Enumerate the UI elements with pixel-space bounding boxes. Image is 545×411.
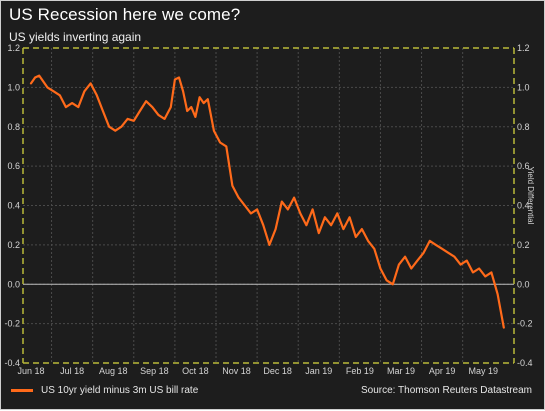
y-tick-label-left: 1.2 [7,43,20,53]
y-tick-label-right: 1.2 [517,43,530,53]
y-tick-label-left: -0.4 [4,358,20,368]
y-tick-label-left: 0.6 [7,161,20,171]
axes [22,47,515,364]
y-tick-label-right: 0.2 [517,240,530,250]
series-layer [29,74,505,329]
y-tick-label-left: 0.8 [7,122,20,132]
chart-title: US Recession here we come? [9,5,241,24]
y-tick-label-right: 0.6 [517,161,530,171]
y-axis-title: Yield Differential [526,167,535,225]
x-tick-label: Dec 18 [263,366,292,376]
y-tick-label-left: 0.4 [7,201,20,211]
y-tick-label-left: -0.2 [4,319,20,329]
x-tick-label: Jan 19 [305,366,332,376]
y-tick-label-right: 1.0 [517,82,530,92]
legend: US 10yr yield minus 3m US bill rate [11,385,198,396]
y-tick-label-left: 0.2 [7,240,20,250]
chart-subtitle: US yields inverting again [9,30,142,44]
legend-swatch [11,389,33,392]
y-tick-label-right: 0.8 [517,122,530,132]
y-tick-label-left: 0.0 [7,279,20,289]
x-tick-label: Apr 19 [429,366,456,376]
tick-labels: -0.4 -0.4 -0.2 -0.2 0.0 0.0 0.2 0.2 0.4 0.4 0.6 0.6… [4,43,535,376]
y-tick-label-right: -0.2 [517,319,533,329]
legend-label: US 10yr yield minus 3m US bill rate [41,385,199,396]
x-tick-label: Jul 18 [60,366,84,376]
x-tick-label: Mar 19 [387,366,415,376]
y-tick-label-right: 0.0 [517,279,530,289]
y-tick-label-right: 0.4 [517,201,530,211]
y-tick-label-left: 1.0 [7,82,20,92]
x-tick-label: Nov 18 [222,366,251,376]
x-tick-label: Feb 19 [346,366,374,376]
x-tick-label: Oct 18 [182,366,209,376]
x-tick-label: Aug 18 [99,366,128,376]
x-tick-label: Sep 18 [140,366,169,376]
x-tick-label: May 19 [468,366,498,376]
x-tick-label: Jun 18 [17,366,44,376]
series-line [29,74,505,329]
y-tick-label-right: -0.4 [517,358,533,368]
source-note: Source: Thomson Reuters Datastream [360,385,532,396]
